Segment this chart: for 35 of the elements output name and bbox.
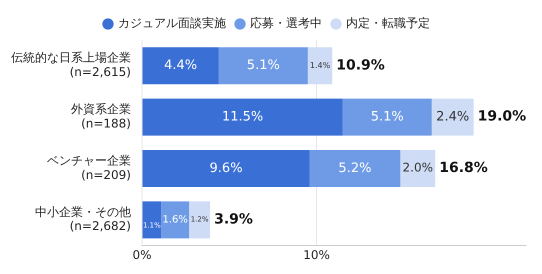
legend-label: カジュアル面談実施 <box>118 16 226 30</box>
bar <box>218 47 308 84</box>
total-label: 16.8% <box>439 160 488 176</box>
data-label: 5.2% <box>338 160 372 176</box>
total-label: 3.9% <box>214 212 253 228</box>
data-label: 2.4% <box>436 109 470 124</box>
bar <box>142 201 162 238</box>
y-tick-label: ベンチャー企業 (n=209) <box>47 153 131 182</box>
data-label: 5.1% <box>370 109 404 124</box>
bar <box>142 150 310 188</box>
bar <box>310 150 400 188</box>
bar <box>400 150 436 188</box>
bar <box>342 98 432 136</box>
bar <box>142 98 343 136</box>
data-label: 11.5% <box>222 109 264 124</box>
data-label: 5.1% <box>246 58 280 74</box>
data-label: 4.4% <box>164 58 198 74</box>
y-tick-label: 外資系企業 (n=188) <box>71 102 131 130</box>
data-label: 1.6% <box>162 214 188 226</box>
data-label: 9.6% <box>210 160 243 176</box>
total-label: 10.9% <box>336 57 385 74</box>
total-label: 19.0% <box>478 108 526 125</box>
x-tick-label: 10% <box>303 248 330 262</box>
y-tick-label: 伝統的な日系上場企業 (n=2,615) <box>11 50 131 80</box>
data-label: 2.0% <box>402 160 434 175</box>
legend-label: 応募・選考中 <box>250 16 322 30</box>
bar <box>142 47 219 84</box>
y-tick-label: 中小企業・その他 (n=2,682) <box>35 204 131 234</box>
bar <box>189 201 210 238</box>
bar <box>161 201 190 238</box>
bar <box>432 98 474 136</box>
legend-label: 内定・転職予定 <box>346 16 430 30</box>
bar <box>308 47 332 84</box>
x-tick-label: 0% <box>132 248 152 262</box>
data-label: 1.4% <box>310 60 331 70</box>
